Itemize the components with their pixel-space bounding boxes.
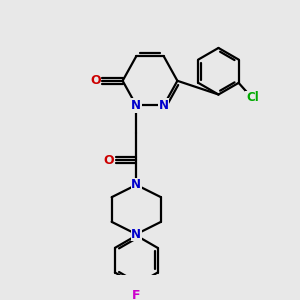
Text: O: O — [90, 74, 101, 87]
Text: N: N — [131, 178, 141, 191]
Text: N: N — [159, 99, 169, 112]
Text: O: O — [103, 154, 114, 167]
Text: N: N — [131, 99, 141, 112]
Text: F: F — [132, 289, 141, 300]
Text: N: N — [131, 228, 141, 241]
Text: Cl: Cl — [246, 92, 259, 104]
